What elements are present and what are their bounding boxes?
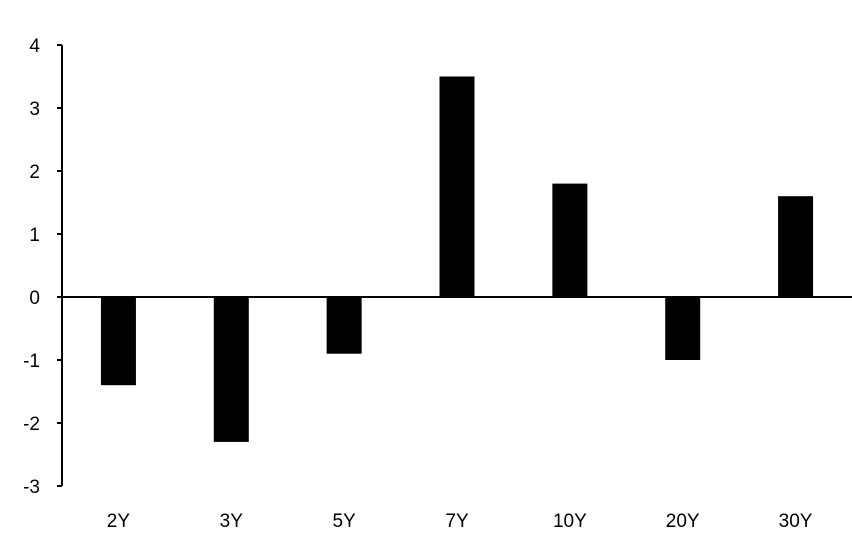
x-tick-label: 10Y <box>553 511 587 532</box>
bar-7Y <box>439 76 475 297</box>
x-tick-label: 30Y <box>779 511 813 532</box>
x-tick-label: 2Y <box>107 511 131 532</box>
bar-3Y <box>213 297 249 442</box>
y-axis: 4 3 2 1 0 -1 -2 -3 <box>23 36 63 498</box>
bar-2Y <box>100 297 136 386</box>
y-tick-label: 2 <box>29 162 40 183</box>
y-tick-label: 4 <box>29 36 40 57</box>
x-tick-label: 20Y <box>666 511 700 532</box>
x-axis-labels: 2Y 3Y 5Y 7Y 10Y 20Y 30Y <box>107 511 813 532</box>
x-tick-label: 7Y <box>445 511 469 532</box>
y-tick-label: 0 <box>29 288 40 309</box>
y-tick-label: -3 <box>23 477 40 498</box>
y-tick-label: -2 <box>23 414 40 435</box>
y-tick-label: 3 <box>29 99 40 120</box>
y-tick-label: -1 <box>23 351 40 372</box>
y-tick-label: 1 <box>29 225 40 246</box>
x-tick-label: 3Y <box>220 511 244 532</box>
bars <box>100 76 814 442</box>
bar-30Y <box>778 196 814 297</box>
x-tick-label: 5Y <box>333 511 357 532</box>
bar-5Y <box>326 297 362 354</box>
bar-20Y <box>665 297 701 360</box>
bar-10Y <box>552 183 588 297</box>
